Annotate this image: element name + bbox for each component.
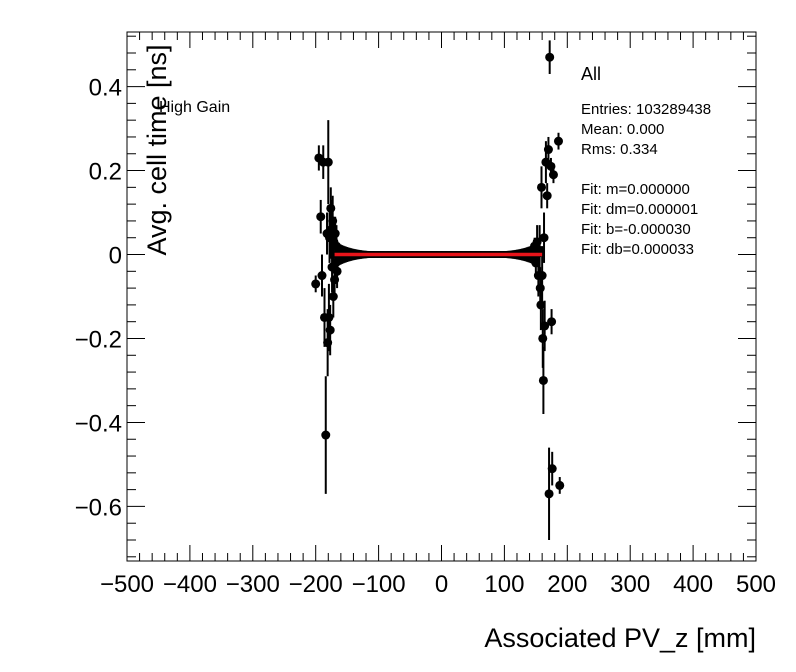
stats-rms: Rms: 0.334 xyxy=(581,141,658,158)
data-point xyxy=(547,317,557,327)
x-tick-label: −200 xyxy=(289,571,343,598)
data-point xyxy=(323,157,333,167)
x-tick-label: 500 xyxy=(736,571,776,598)
y-tick-label: 0 xyxy=(109,243,122,270)
stats-mean: Mean: 0.000 xyxy=(581,121,664,138)
y-axis-title: Avg. cell time [ns] xyxy=(142,44,172,255)
x-tick-labels: −500 −400 −300 −200 −100 0 100 200 300 400 500 xyxy=(100,571,776,598)
x-tick-label: 100 xyxy=(484,571,524,598)
data-point xyxy=(543,145,553,155)
data-point xyxy=(538,375,548,385)
data-point xyxy=(331,241,341,251)
stats-fit-m: Fit: m=0.000000 xyxy=(581,181,690,198)
data-point xyxy=(555,480,565,490)
data-point xyxy=(332,266,342,276)
data-point xyxy=(531,258,541,268)
y-tick-label: −0.4 xyxy=(75,410,122,437)
x-tick-label: 400 xyxy=(673,571,713,598)
y-tick-label: 0.2 xyxy=(89,159,122,186)
data-point xyxy=(321,430,331,440)
x-tick-label: −400 xyxy=(163,571,217,598)
data-point xyxy=(553,136,563,146)
stats-fit-b: Fit: b=-0.000030 xyxy=(581,221,691,238)
stats-fit-db: Fit: db=0.000033 xyxy=(581,241,694,258)
data-point xyxy=(545,52,555,62)
stats-fit-dm: Fit: dm=0.000001 xyxy=(581,201,698,218)
stats-entries: Entries: 103289438 xyxy=(581,101,711,118)
data-point xyxy=(324,312,334,322)
x-tick-label: −300 xyxy=(226,571,280,598)
data-point xyxy=(323,338,333,348)
data-point xyxy=(535,283,545,293)
axis-ticks xyxy=(126,32,757,561)
high-gain-annotation: High Gain xyxy=(159,99,230,116)
x-tick-label: 200 xyxy=(547,571,587,598)
data-point xyxy=(330,229,340,239)
data-point xyxy=(539,233,549,243)
data-point xyxy=(328,216,338,226)
data-point xyxy=(317,271,327,281)
stats-title: All xyxy=(581,64,601,84)
y-tick-labels: −0.6 −0.4 −0.2 0 0.2 0.4 xyxy=(75,75,122,522)
data-point xyxy=(330,275,340,285)
x-tick-label: −100 xyxy=(352,571,406,598)
y-tick-label: −0.2 xyxy=(75,326,122,353)
y-tick-label: −0.6 xyxy=(75,494,122,521)
data-point xyxy=(326,203,336,213)
data-point xyxy=(548,170,558,180)
data-point xyxy=(325,325,335,335)
data-point xyxy=(331,258,341,268)
data-point xyxy=(311,279,321,289)
x-tick-label: −500 xyxy=(100,571,154,598)
data-point xyxy=(538,333,548,343)
y-tick-label: 0.4 xyxy=(89,75,122,102)
data-point xyxy=(535,245,545,255)
data-point xyxy=(542,191,552,201)
x-tick-label: 300 xyxy=(610,571,650,598)
x-axis-title: Associated PV_z [mm] xyxy=(484,623,756,653)
data-point xyxy=(537,182,547,192)
stats-box: All Entries: 103289438 Mean: 0.000 Rms: … xyxy=(581,64,711,258)
data-point xyxy=(546,161,556,171)
data-point xyxy=(316,212,326,222)
data-point xyxy=(532,237,542,247)
data-point xyxy=(547,464,557,474)
data-points xyxy=(311,52,565,499)
x-tick-label: 0 xyxy=(435,571,448,598)
data-point xyxy=(537,271,547,281)
data-point xyxy=(544,489,554,499)
data-point xyxy=(540,321,550,331)
data-point xyxy=(536,300,546,310)
data-point xyxy=(328,292,338,301)
